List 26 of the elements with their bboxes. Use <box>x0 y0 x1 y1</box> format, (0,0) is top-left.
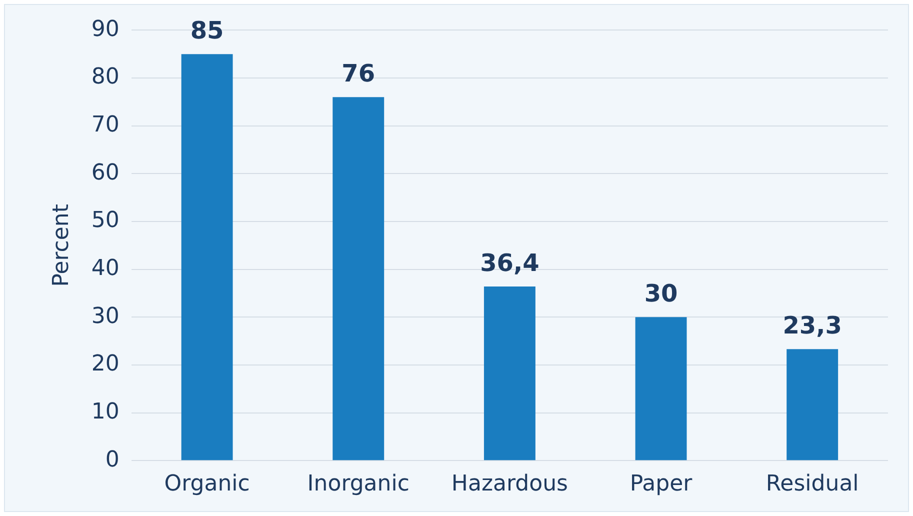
x-tick-label: Hazardous <box>451 472 568 497</box>
y-tick-label: 0 <box>105 447 120 472</box>
y-axis-title: Percent <box>48 204 74 287</box>
bar <box>786 349 838 460</box>
y-tick-label: 40 <box>91 256 120 282</box>
data-label: 30 <box>644 279 678 308</box>
bar <box>484 286 536 460</box>
bar <box>332 97 384 460</box>
x-tick-label: Inorganic <box>307 472 410 497</box>
bar <box>181 54 233 460</box>
y-tick-label: 60 <box>91 160 120 186</box>
y-tick-label: 30 <box>91 304 120 329</box>
y-tick-label: 80 <box>91 64 120 90</box>
y-tick-label: 10 <box>91 399 120 424</box>
data-label: 36,4 <box>480 248 540 277</box>
x-tick-label: Residual <box>766 472 859 497</box>
y-tick-label: 70 <box>91 112 120 138</box>
x-tick-label: Organic <box>164 472 250 497</box>
bar <box>635 317 687 460</box>
data-label: 85 <box>190 16 224 44</box>
y-tick-label: 20 <box>91 352 120 377</box>
data-label: 23,3 <box>782 311 842 340</box>
y-tick-label: 50 <box>91 208 120 234</box>
x-tick-label: Paper <box>630 472 694 497</box>
data-label: 76 <box>342 59 376 88</box>
y-tick-label: 90 <box>91 16 120 42</box>
